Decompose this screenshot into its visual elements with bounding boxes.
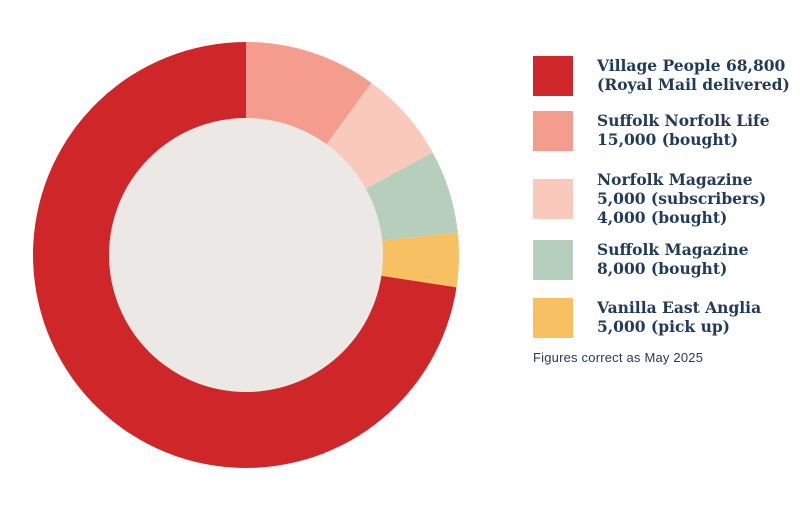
legend-line: 4,000 (bought) <box>597 208 728 227</box>
legend-swatch <box>533 240 573 280</box>
legend-label: Vanilla East Anglia 5,000 (pick up) <box>597 298 761 336</box>
legend-line: Suffolk Magazine <box>597 240 749 259</box>
donut-center <box>109 118 383 392</box>
legend-swatch <box>533 111 573 151</box>
legend-item-norfolk-magazine: Norfolk Magazine 5,000 (subscribers) 4,0… <box>533 170 766 227</box>
legend-line: 15,000 (bought) <box>597 130 739 149</box>
legend-item-suffolk-magazine: Suffolk Magazine 8,000 (bought) <box>533 240 748 280</box>
legend-swatch <box>533 179 573 219</box>
legend-line: 5,000 (subscribers) <box>597 189 767 208</box>
legend-line: 8,000 (bought) <box>597 259 728 278</box>
figures-note: Figures correct as May 2025 <box>533 350 704 365</box>
legend-line: Norfolk Magazine <box>597 170 753 189</box>
legend-label: Suffolk Norfolk Life 15,000 (bought) <box>597 111 770 149</box>
legend-label: Village People 68,800 (Royal Mail delive… <box>597 56 790 94</box>
legend-item-suffolk-norfolk-life: Suffolk Norfolk Life 15,000 (bought) <box>533 111 770 151</box>
legend-label: Suffolk Magazine 8,000 (bought) <box>597 240 748 278</box>
legend-line: (Royal Mail delivered) <box>597 75 790 94</box>
legend-item-village-people: Village People 68,800 (Royal Mail delive… <box>533 56 790 96</box>
legend-label: Norfolk Magazine 5,000 (subscribers) 4,0… <box>597 170 766 227</box>
legend-line: Vanilla East Anglia <box>597 298 762 317</box>
legend-line: Village People 68,800 <box>597 56 786 75</box>
legend-line: Suffolk Norfolk Life <box>597 111 770 130</box>
legend-item-vanilla-east-anglia: Vanilla East Anglia 5,000 (pick up) <box>533 298 761 338</box>
legend-line: 5,000 (pick up) <box>597 317 731 336</box>
legend-swatch <box>533 298 573 338</box>
legend-swatch <box>533 56 573 96</box>
